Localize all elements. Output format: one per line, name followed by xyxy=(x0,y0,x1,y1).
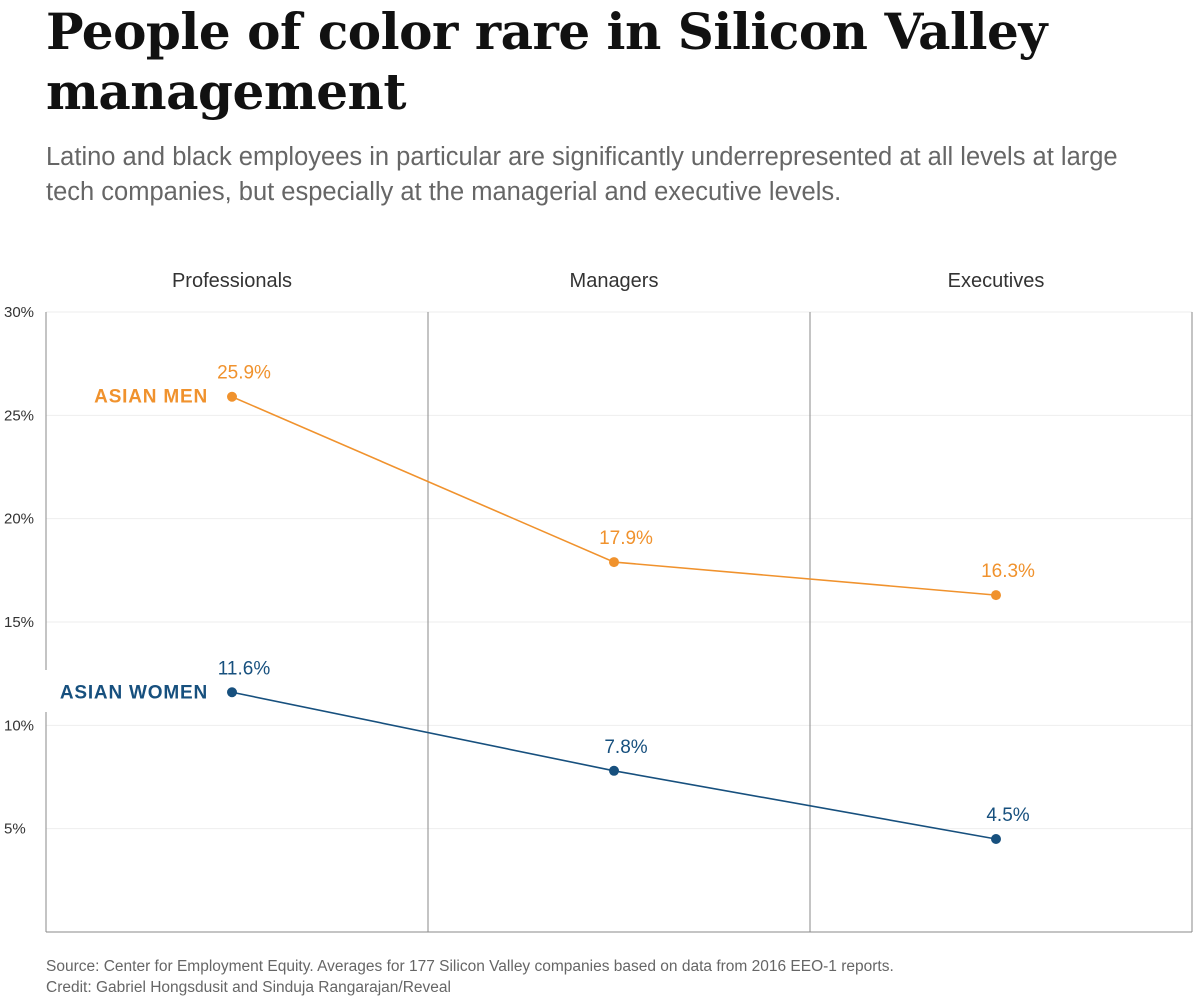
data-label: 17.9% xyxy=(599,528,653,549)
source-note: Source: Center for Employment Equity. Av… xyxy=(46,958,894,975)
category-label: Professionals xyxy=(172,270,292,292)
data-label: 11.6% xyxy=(218,658,271,679)
y-tick-label: 25% xyxy=(4,407,34,424)
y-tick-labels: 5% 10% 15% 20% 25% 30% xyxy=(4,304,34,838)
data-point xyxy=(991,590,1001,601)
category-label: Executives xyxy=(948,270,1045,292)
series-asian-men: 25.9% 17.9% 16.3% ASIAN MEN xyxy=(94,363,1035,601)
y-tick-label: 30% xyxy=(4,304,34,321)
data-point xyxy=(227,687,237,698)
data-label: 7.8% xyxy=(604,737,647,758)
credit-note: Credit: Gabriel Hongsdusit and Sinduja R… xyxy=(46,979,451,996)
series-name-label: ASIAN MEN xyxy=(94,387,208,408)
data-point xyxy=(609,765,619,776)
series: 25.9% 17.9% 16.3% ASIAN MEN 11.6% 7.8% 4.5% ASI… xyxy=(60,363,1035,844)
chart-subtitle: Latino and black employees in particular… xyxy=(46,143,1118,206)
gridlines xyxy=(46,311,1192,830)
data-point xyxy=(609,557,619,568)
series-line xyxy=(231,691,997,840)
y-tick-label: 5% xyxy=(4,821,26,838)
y-tick-label: 15% xyxy=(4,614,34,631)
series-name-label: ASIAN WOMEN xyxy=(60,682,208,703)
category-labels: Professionals Managers Executives xyxy=(172,270,1044,292)
y-tick-label: 10% xyxy=(4,717,34,734)
chart-title: People of color rare in Silicon Valley m… xyxy=(46,2,1047,121)
data-point xyxy=(227,391,237,402)
data-label: 4.5% xyxy=(986,805,1029,826)
data-label: 16.3% xyxy=(981,561,1035,582)
series-asian-women: 11.6% 7.8% 4.5% ASIAN WOMEN xyxy=(60,658,1030,844)
data-point xyxy=(991,834,1001,844)
y-tick-label: 20% xyxy=(4,511,34,528)
footer: Source: Center for Employment Equity. Av… xyxy=(46,956,1166,998)
data-label: 25.9% xyxy=(217,363,271,384)
axes xyxy=(45,312,1193,933)
category-label: Managers xyxy=(570,270,659,292)
